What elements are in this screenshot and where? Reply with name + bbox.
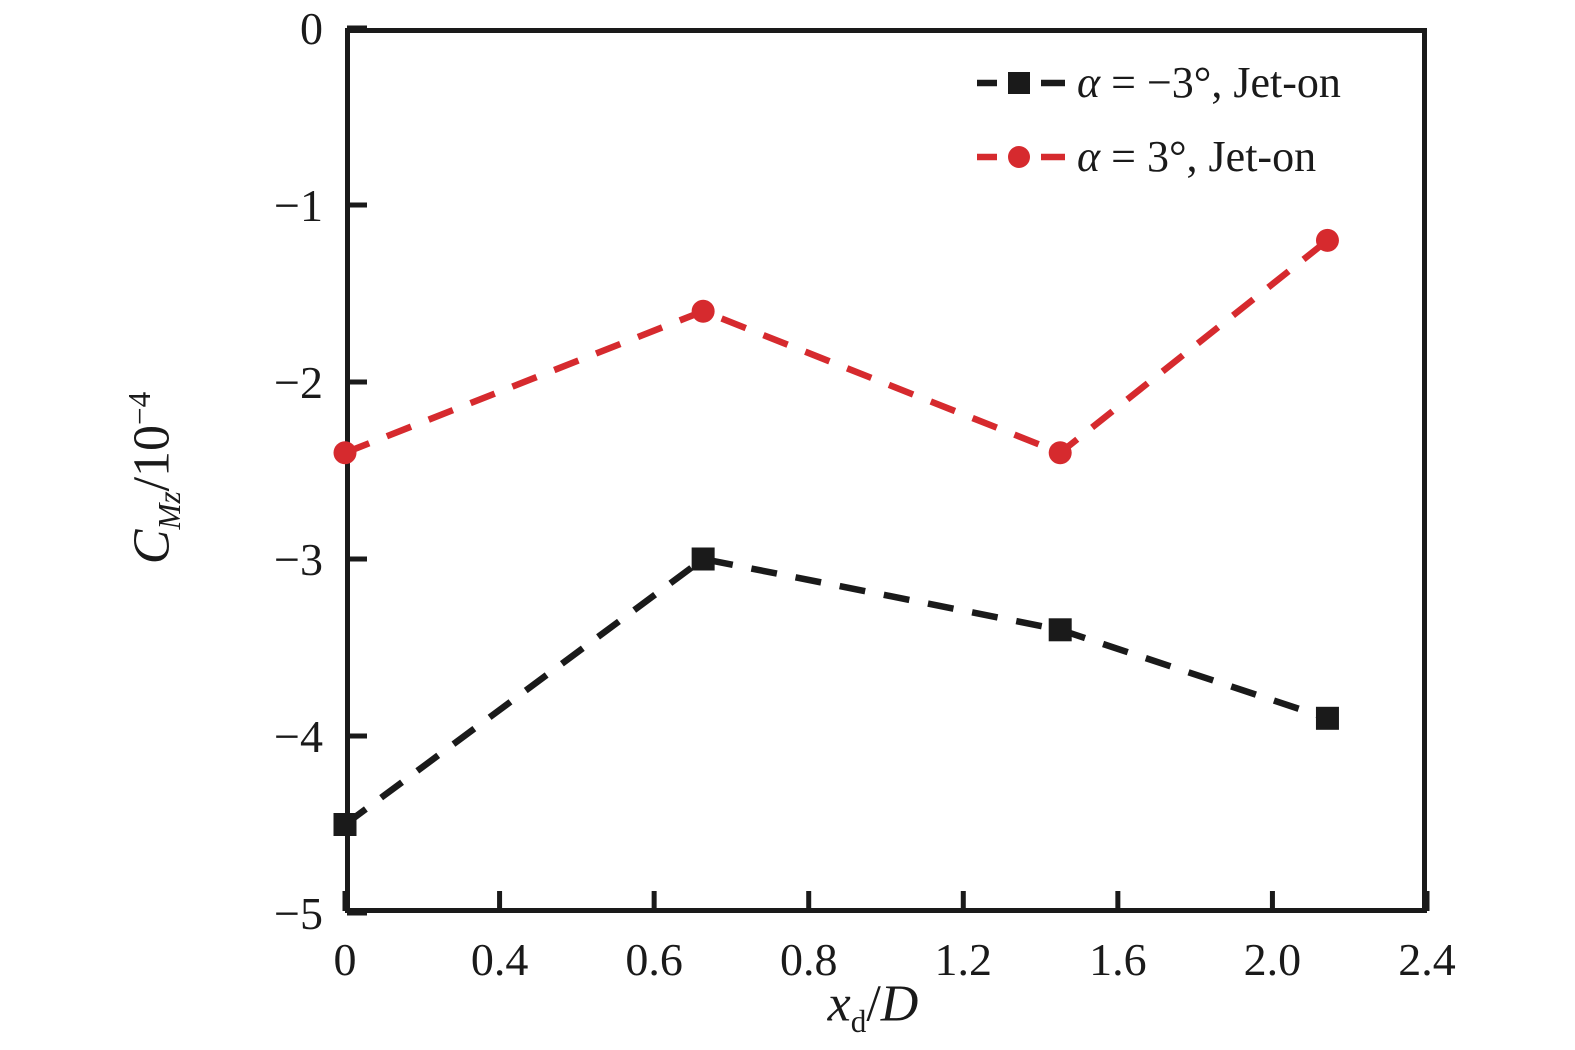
legend-swatch-circle-icon (977, 146, 1065, 168)
x-tick-label: 0.4 (471, 934, 529, 985)
y-tick-label: −4 (274, 711, 323, 762)
series-line-alpha-plus-3-jet-on (343, 237, 1330, 457)
y-tick-label: −1 (274, 180, 323, 231)
legend-label-alpha-plus-3-jet-on: α = 3°, Jet-on (1077, 135, 1316, 179)
legend-marker-square-icon (1008, 72, 1030, 94)
x-tick-label: 2.4 (1398, 934, 1456, 985)
x-axis-title-slash: / (866, 975, 881, 1033)
legend-swatch-square-icon (977, 72, 1065, 94)
legend-label-part-angle: −3° (1146, 58, 1212, 107)
data-point-alpha-minus-3-jet-on (691, 547, 715, 571)
legend-label-part-eq: = (1100, 132, 1147, 181)
x-tick-label: 2.0 (1244, 934, 1302, 985)
data-point-alpha-minus-3-jet-on (1048, 618, 1072, 642)
y-axis-title-exponent: −4 (122, 391, 158, 425)
data-point-alpha-minus-3-jet-on (1315, 706, 1339, 730)
y-axis-title-divider: /10 (123, 424, 181, 492)
legend-entry-alpha-plus-3-jet-on: α = 3°, Jet-on (977, 135, 1341, 179)
y-tick-label: −5 (274, 888, 323, 939)
x-tick-label: 0 (334, 934, 357, 985)
x-axis-title-subscript: d (850, 1003, 867, 1039)
legend-label-part-eq: = (1100, 58, 1147, 107)
x-tick-label: 1.6 (1089, 934, 1147, 985)
y-axis-title-subscript: Mz (151, 491, 187, 530)
series-line-alpha-minus-3-jet-on (343, 555, 1329, 828)
legend-label-part-rest: , Jet-on (1211, 58, 1341, 107)
legend-entry-alpha-minus-3-jet-on: α = −3°, Jet-on (977, 61, 1341, 105)
legend-label-part-alpha: α (1077, 58, 1101, 107)
plot-frame (345, 28, 1427, 913)
legend-marker-circle-icon (1008, 146, 1030, 168)
data-point-alpha-plus-3-jet-on (333, 441, 357, 465)
x-axis-title: xd/D (827, 975, 919, 1037)
legend-label-part-rest: , Jet-on (1186, 132, 1317, 181)
data-point-alpha-plus-3-jet-on (1315, 228, 1339, 252)
y-tick-label: −2 (274, 357, 323, 408)
y-axis-title: CMz/10−4 (122, 391, 187, 565)
legend-label-alpha-minus-3-jet-on: α = −3°, Jet-on (1077, 61, 1341, 105)
y-tick-label: 0 (300, 3, 323, 54)
data-point-alpha-plus-3-jet-on (1048, 441, 1072, 465)
legend-label-part-angle: 3° (1146, 132, 1187, 181)
data-point-alpha-minus-3-jet-on (333, 813, 357, 836)
legend: α = −3°, Jet-on α = 3°, Jet-on (977, 61, 1341, 179)
data-point-alpha-plus-3-jet-on (691, 299, 715, 323)
x-axis-title-denominator: D (880, 975, 919, 1033)
y-axis-title-var: C (123, 529, 181, 565)
legend-label-part-alpha: α (1077, 132, 1101, 181)
x-tick-label: 0.8 (780, 934, 838, 985)
x-axis-title-var: x (827, 975, 851, 1033)
x-tick-label: 0.6 (625, 934, 683, 985)
y-tick-label: −3 (274, 534, 323, 585)
x-tick-label: 1.2 (935, 934, 993, 985)
